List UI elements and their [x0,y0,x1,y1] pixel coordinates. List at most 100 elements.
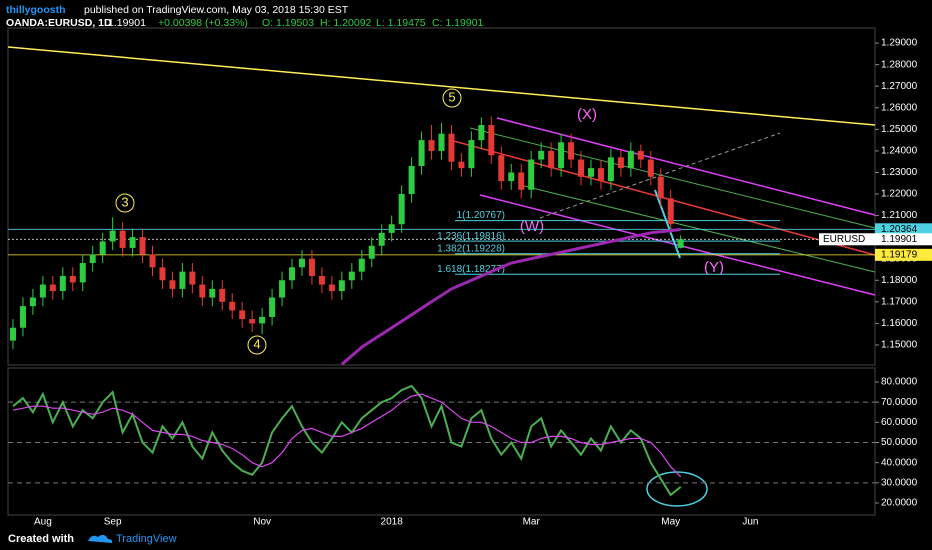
candle-body [239,310,246,320]
price-box [875,233,932,246]
candle-body [488,125,495,156]
price-label: 1.19901 [881,234,918,245]
footer-brand[interactable]: TradingView [116,533,177,545]
symbol-box [819,233,875,246]
dashed-line [539,132,781,219]
candle-body [149,254,156,268]
candle-body [378,232,385,246]
candle-body [458,161,465,169]
wave-circle [115,193,135,213]
wave-label: (W) [520,218,544,235]
candle-body [279,280,286,298]
candle-body [368,245,375,259]
y-tick-label: 1.28000 [881,59,918,70]
price-label: 1.19179 [881,249,918,260]
candle-body [607,157,614,182]
candle-body [418,140,425,166]
candle-body [298,258,305,268]
symbol-label: EURUSD [823,234,865,245]
price-label: 1.20364 [881,224,918,235]
candle-body [518,172,525,190]
low: L: 1.19475 [376,17,426,29]
rsi-tick-label: 30.0000 [881,477,918,488]
y-tick-label: 1.24000 [881,146,918,157]
price-box [875,223,932,236]
x-tick-label: Sep [104,517,122,528]
y-tick-label: 1.18000 [881,275,918,286]
y-tick-label: 1.15000 [881,340,918,351]
price-box [875,248,932,261]
candle-body [169,280,176,289]
candle-body [139,237,146,255]
open: O: 1.19503 [262,17,314,29]
candle-body [637,150,644,160]
wave-label: 4 [253,336,260,351]
fib-label: 1.618(1.18277) [437,264,505,275]
candle-body [647,159,654,177]
candle-body [318,275,325,285]
last-price: 1.19901 [108,17,146,29]
highlight-ellipse [646,471,708,507]
footer-created: Created with [8,533,74,545]
candle-body [338,280,345,292]
candle-body [19,306,26,328]
candle-body [627,150,634,169]
candle-body [328,284,335,292]
x-tick-label: Aug [34,517,52,528]
candle-body [69,275,76,283]
y-tick-label: 1.17000 [881,296,918,307]
rsi-tick-label: 50.0000 [881,437,918,448]
change: +0.00398 (+0.33%) [158,17,248,29]
candle-body [79,263,86,283]
channel-line [479,194,876,296]
published: published on TradingView.com, May 03, 20… [84,4,349,16]
candle-body [528,159,535,190]
candle-body [159,267,166,281]
wave-label: (X) [577,106,597,123]
candle-body [597,168,604,182]
rsi-tick-label: 20.0000 [881,498,918,509]
rsi-line [12,384,682,497]
candle-body [498,155,505,182]
y-tick-label: 1.29000 [881,38,918,49]
fib-label: 1(1.20767) [457,210,505,221]
price-panel [7,27,876,366]
candle-body [179,271,186,289]
candle-body [269,297,276,317]
candle-body [199,284,206,298]
candle-body [667,198,674,225]
trend-line [7,46,876,126]
wave-label: (Y) [704,259,724,276]
rsi-panel [7,367,876,516]
y-tick-label: 1.23000 [881,167,918,178]
close: C: 1.19901 [432,17,484,29]
rsi-tick-label: 70.0000 [881,397,918,408]
candle-body [568,142,575,160]
fork-line [519,184,876,273]
symbol: OANDA:EURUSD, 1D [6,17,112,29]
candle-body [99,241,106,255]
candle-body [408,165,415,195]
candle-body [119,230,126,248]
x-tick-label: Jun [742,517,758,528]
candle-body [29,297,36,307]
candle-body [558,142,565,169]
author[interactable]: thillygoosth [6,4,66,16]
fib-label: 1.382(1.19228) [437,243,505,254]
candle-body [578,159,585,177]
candle-body [548,150,555,169]
y-tick-label: 1.16000 [881,318,918,329]
fib-label: 1.236(1.19816) [437,231,505,242]
candle-body [49,284,56,292]
y-tick-label: 1.22000 [881,189,918,200]
wave-circle [247,335,267,355]
x-tick-label: May [661,517,680,528]
candle-body [358,258,365,272]
wave-circle [442,88,462,108]
x-tick-label: 2018 [381,517,404,528]
candle-body [39,284,46,298]
x-tick-label: Mar [523,517,541,528]
candle-body [9,327,16,341]
candle-body [587,168,594,177]
candle-body [348,271,355,281]
